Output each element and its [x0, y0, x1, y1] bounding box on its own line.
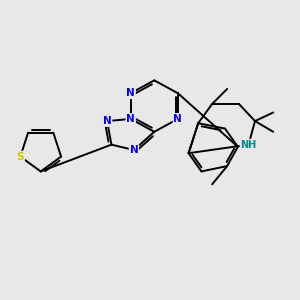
Text: N: N	[103, 116, 112, 126]
Text: N: N	[130, 145, 138, 155]
Text: S: S	[16, 152, 24, 162]
Text: N: N	[173, 114, 182, 124]
Text: N: N	[126, 88, 135, 98]
Text: NH: NH	[240, 140, 257, 150]
Text: N: N	[126, 114, 135, 124]
